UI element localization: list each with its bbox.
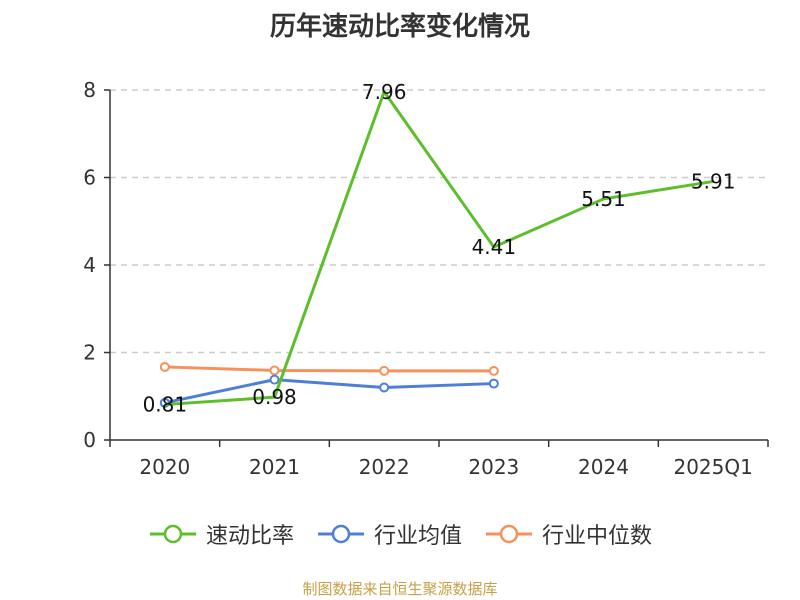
legend-label: 速动比率 (205, 524, 294, 549)
x-tick-label: 2024 (578, 455, 629, 479)
y-tick-label: 0 (83, 428, 96, 452)
y-tick-label: 4 (83, 253, 96, 277)
legend-label: 行业均值 (373, 524, 462, 549)
legend: 速动比率 行业均值 行业中位数 (0, 518, 800, 550)
x-tick-label: 2020 (139, 455, 190, 479)
x-tick-label: 2021 (249, 455, 300, 479)
legend-item[interactable]: 行业均值 (316, 518, 462, 550)
data-labels: 0.81 0.98 7.96 4.41 5.51 5.91 (143, 80, 736, 417)
x-tick-labels: 2020 2021 2022 2023 2024 2025Q1 (139, 455, 752, 479)
legend-label: 行业中位数 (542, 524, 653, 549)
data-label: 5.91 (691, 169, 736, 193)
x-tick-label: 2023 (468, 455, 519, 479)
data-point (269, 365, 280, 376)
chart-title: 历年速动比率变化情况 (269, 12, 530, 42)
data-label: 5.51 (581, 187, 626, 211)
data-point (488, 378, 499, 389)
data-point (379, 365, 390, 376)
y-tick-label: 6 (83, 166, 96, 190)
legend-marker-icon (486, 524, 532, 544)
series-group (159, 90, 714, 408)
grid-lines (110, 89, 768, 354)
y-tick-label: 2 (83, 341, 96, 365)
series-line (164, 365, 494, 373)
data-label: 4.41 (472, 235, 517, 259)
data-label: 0.81 (143, 393, 188, 417)
legend-item[interactable]: 速动比率 (148, 518, 294, 550)
data-point (269, 374, 280, 385)
data-point (159, 361, 170, 372)
data-point (379, 382, 390, 393)
data-label: 7.96 (362, 80, 407, 104)
series-line (164, 90, 714, 407)
x-tick-label: 2025Q1 (673, 455, 752, 479)
source-footer: 制图数据来自恒生聚源数据库 (302, 580, 498, 598)
axes (104, 89, 769, 447)
y-tick-label: 8 (83, 78, 96, 102)
legend-item[interactable]: 行业中位数 (484, 518, 652, 550)
legend-marker-icon (317, 524, 364, 544)
data-point (488, 365, 499, 376)
data-label: 0.98 (252, 385, 297, 409)
legend-marker-icon (149, 524, 196, 544)
series-line (164, 378, 494, 405)
y-tick-labels: 0 2 4 6 8 (83, 78, 96, 452)
x-tick-label: 2022 (359, 455, 410, 479)
